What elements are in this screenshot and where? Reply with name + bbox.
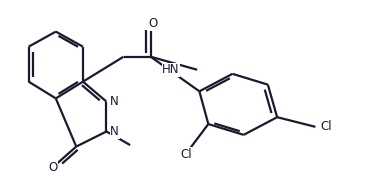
Text: Cl: Cl bbox=[321, 120, 333, 133]
Text: N: N bbox=[110, 95, 119, 108]
Text: O: O bbox=[48, 161, 57, 174]
Text: Cl: Cl bbox=[180, 148, 192, 161]
Text: O: O bbox=[148, 17, 157, 30]
Text: HN: HN bbox=[162, 63, 180, 76]
Text: N: N bbox=[110, 125, 119, 138]
